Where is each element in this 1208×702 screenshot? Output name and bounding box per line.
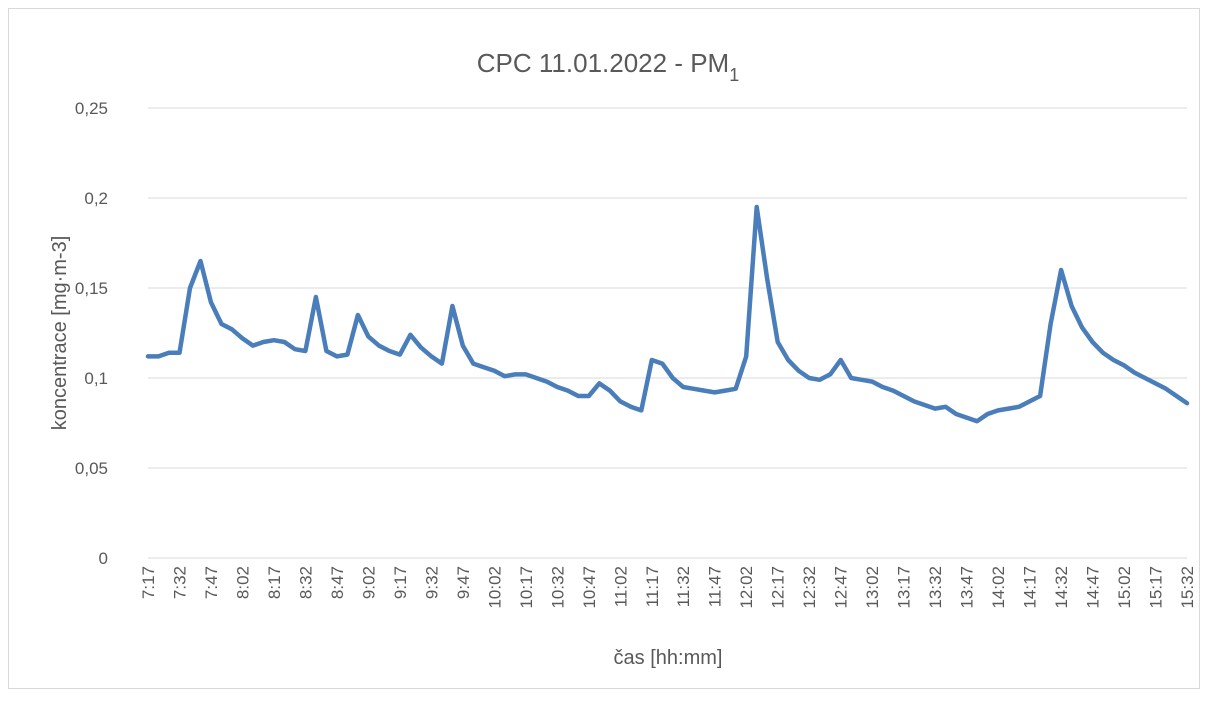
x-tick-label: 12:17	[769, 566, 788, 609]
x-tick-label: 12:47	[832, 566, 851, 609]
x-tick-label: 13:02	[863, 566, 882, 609]
x-tick-label: 12:02	[737, 566, 756, 609]
title-subscript: 1	[729, 65, 739, 85]
x-tick-label: 12:32	[800, 566, 819, 609]
x-tick-label: 11:32	[674, 566, 693, 607]
x-tick-label: 14:02	[989, 566, 1008, 609]
y-axis-title: koncentrace [mg·m-3]	[49, 236, 71, 431]
x-tick-label: 13:32	[926, 566, 945, 609]
y-tick-label: 0,15	[75, 279, 108, 298]
x-tick-label: 11:47	[706, 566, 725, 607]
y-tick-label: 0,25	[75, 99, 108, 118]
data-line	[145, 204, 1190, 424]
y-tick-label: 0,05	[75, 459, 108, 478]
x-tick-label: 9:17	[391, 566, 410, 599]
x-tick-label: 13:17	[895, 566, 914, 609]
x-tick-label: 14:17	[1021, 566, 1040, 609]
x-tick-label: 14:32	[1052, 566, 1071, 609]
x-tick-label: 11:17	[643, 566, 662, 607]
chart-border	[8, 8, 1200, 689]
x-tick-label: 8:32	[296, 566, 315, 599]
x-tick-label: 10:32	[548, 566, 567, 609]
x-axis-title: čas [hh:mm]	[614, 647, 723, 669]
x-tick-label: 10:17	[517, 566, 536, 609]
x-tick-label: 9:47	[454, 566, 473, 599]
x-tick-label: 9:02	[359, 566, 378, 599]
x-tick-label: 7:32	[170, 566, 189, 599]
x-tick-label: 11:02	[611, 566, 630, 607]
x-tick-label: 15:32	[1178, 566, 1197, 609]
x-tick-label: 14:47	[1084, 566, 1103, 609]
x-tick-label: 10:47	[580, 566, 599, 609]
y-tick-label: 0,1	[84, 369, 108, 388]
x-tick-label: 15:02	[1115, 566, 1134, 609]
x-tick-label: 10:02	[485, 566, 504, 609]
y-tick-label: 0	[99, 549, 108, 568]
x-tick-label: 15:17	[1147, 566, 1166, 609]
chart-title: CPC 11.01.2022 - PM1	[477, 48, 739, 85]
y-tick-label: 0,2	[84, 189, 108, 208]
x-tick-label: 8:17	[265, 566, 284, 599]
x-tick-label: 8:47	[328, 566, 347, 599]
x-tick-label: 8:02	[233, 566, 252, 599]
x-tick-label: 7:47	[202, 566, 221, 599]
x-tick-label: 7:17	[139, 566, 158, 599]
title-main: CPC 11.01.2022 - PM	[477, 48, 729, 78]
x-tick-label: 9:32	[422, 566, 441, 599]
x-tick-label: 13:47	[958, 566, 977, 609]
